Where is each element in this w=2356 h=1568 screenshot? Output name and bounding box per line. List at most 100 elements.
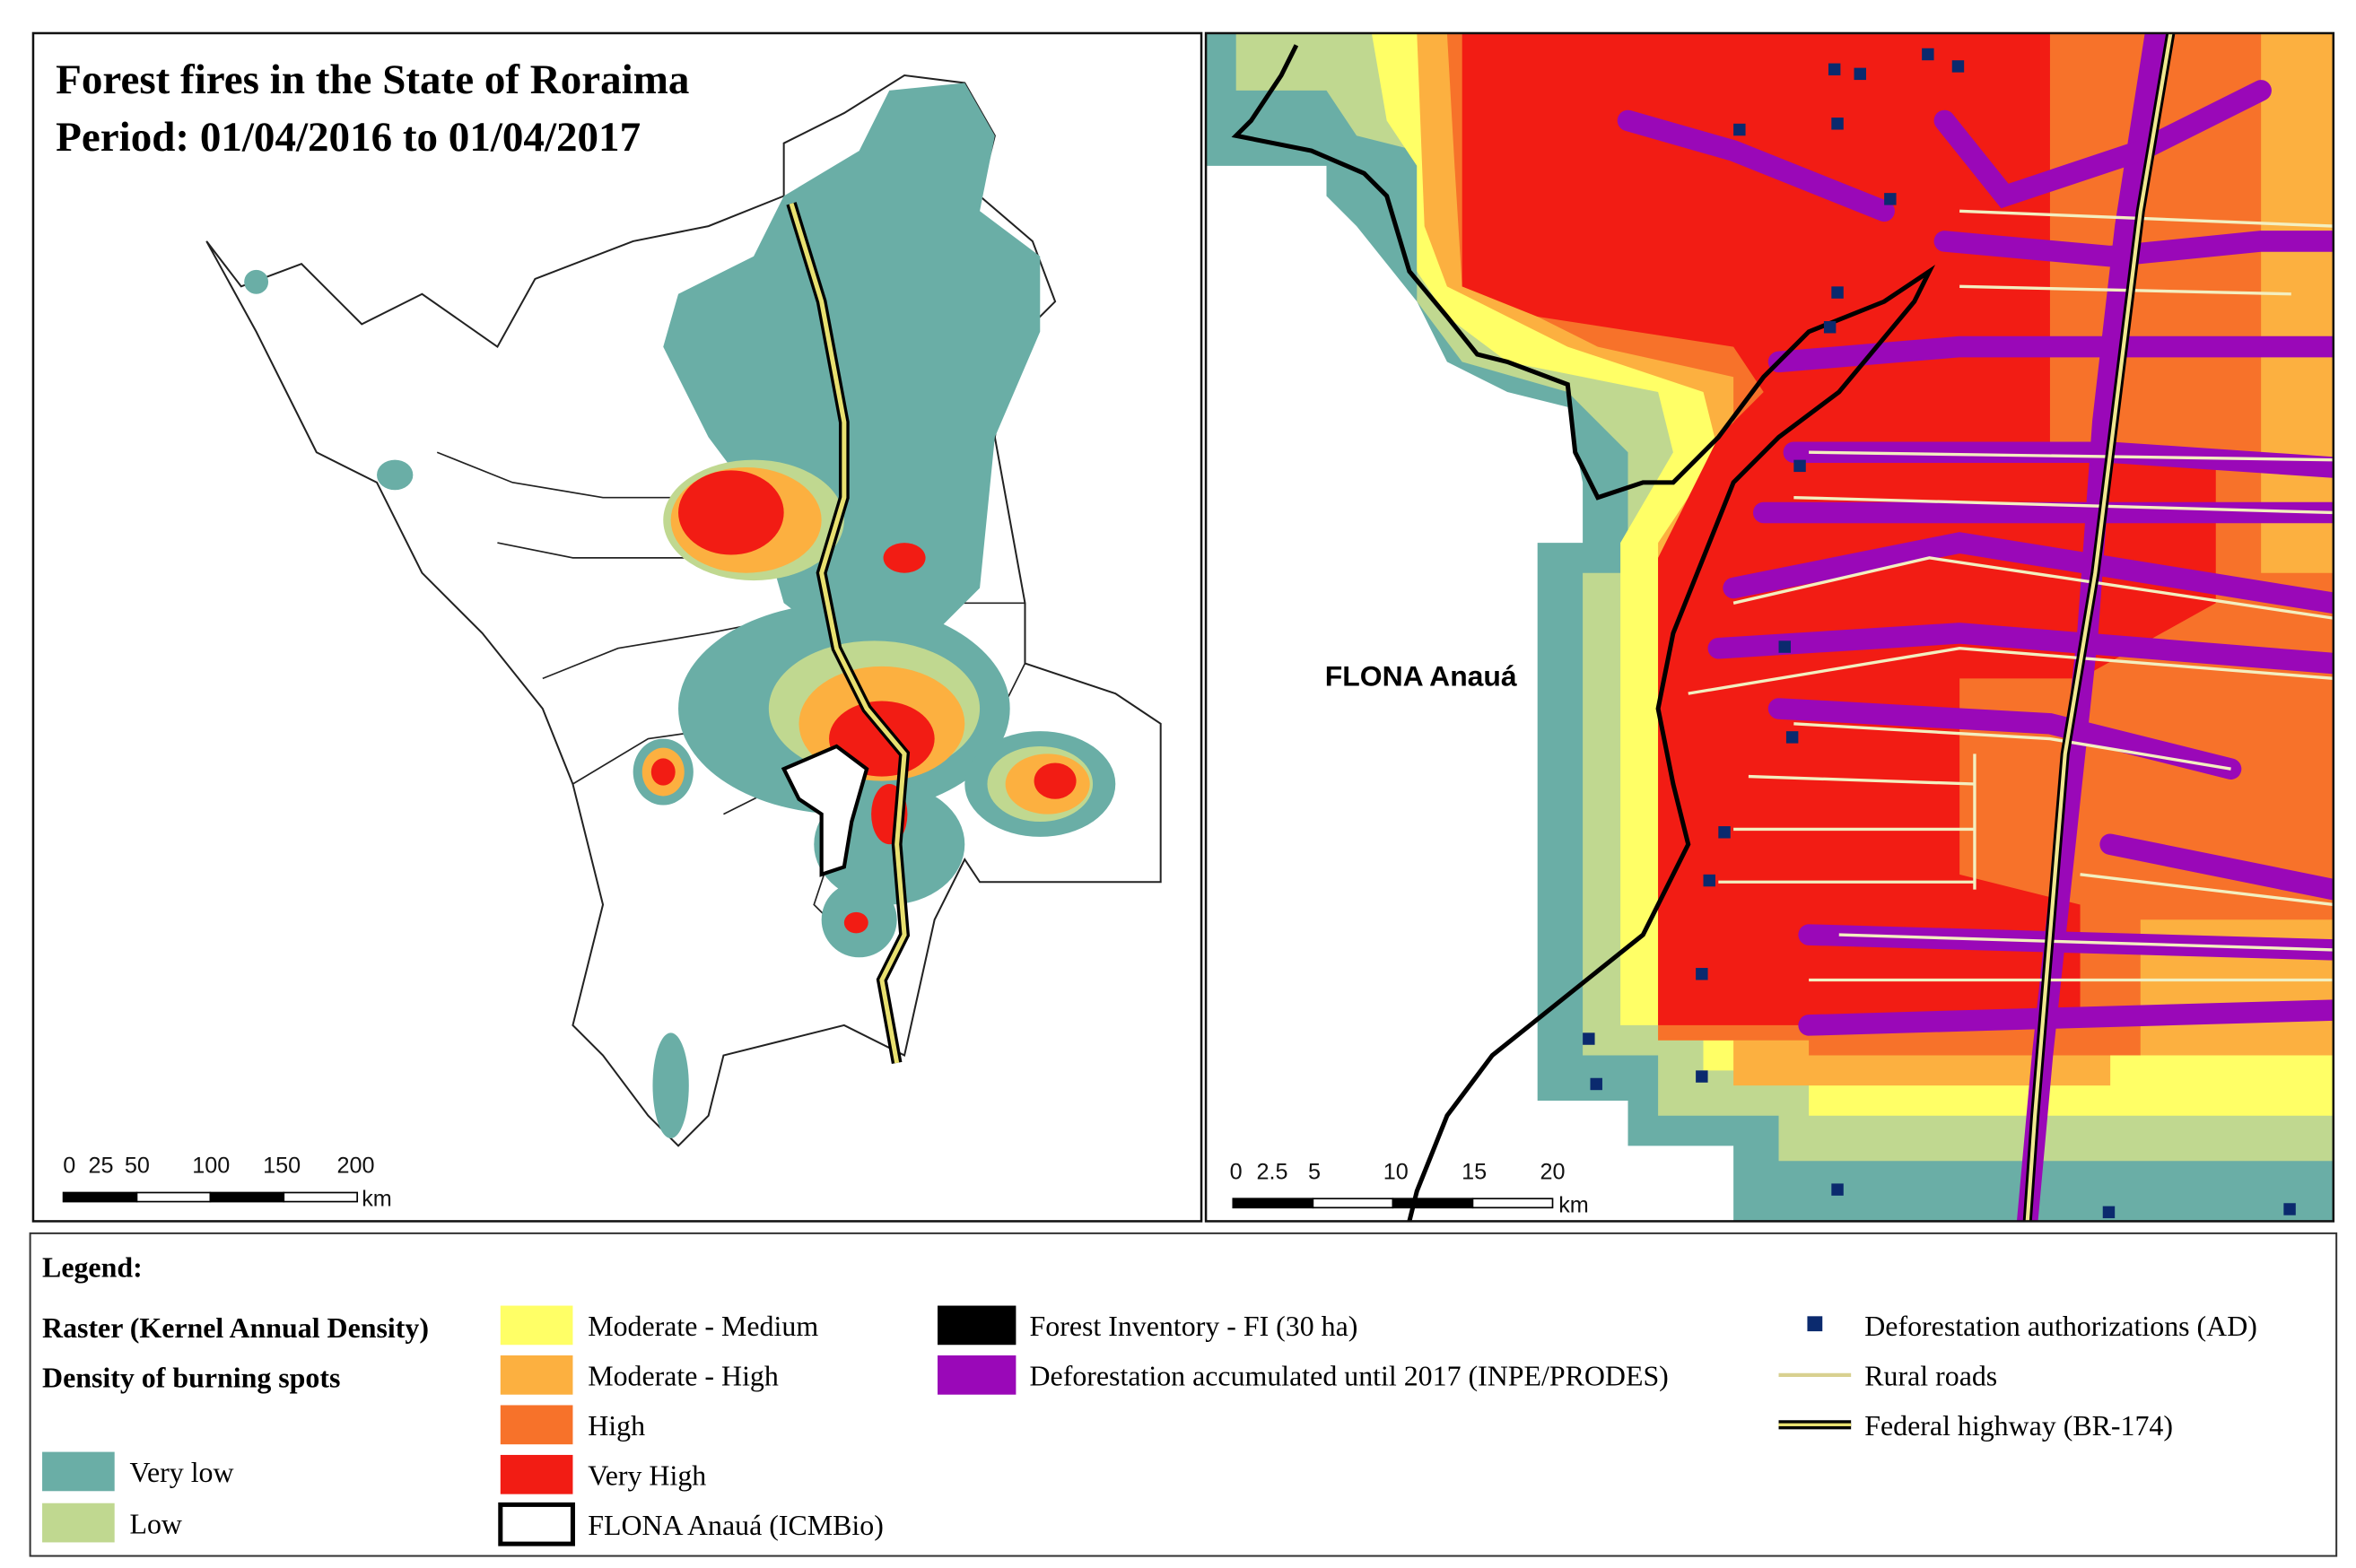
map-shape (1785, 731, 1799, 744)
scale-label: 2.5 (1257, 1159, 1288, 1184)
legend-label: Rural roads (1864, 1361, 1997, 1392)
scale-bar: 0 2.5 5 10 15 20 km (1230, 1159, 1589, 1217)
scale-label: 20 (1540, 1159, 1565, 1184)
right-map: FLONA Anauá 0 2.5 5 10 15 20 km (1206, 32, 2334, 1222)
map-shape (1951, 60, 1965, 73)
legend: Legend: Raster (Kernel Annual Density) D… (29, 1232, 2338, 1557)
map-shape (1723, 532, 2334, 614)
map-shape (883, 543, 926, 573)
map-shape (1696, 968, 1708, 980)
map-shape (1884, 193, 1897, 205)
legend-label: High (588, 1410, 645, 1442)
map-shape (843, 911, 868, 934)
scale-label: 0 (63, 1154, 75, 1179)
map-shape (2102, 1206, 2116, 1219)
scale-unit: km (1558, 1192, 1589, 1217)
scale-label: 25 (89, 1154, 114, 1179)
scale-unit: km (362, 1187, 392, 1212)
scale-label: 5 (1308, 1159, 1321, 1184)
map-shape (938, 1355, 1017, 1395)
highway (789, 203, 907, 1064)
scale-segment (209, 1191, 285, 1203)
map-shape (1828, 63, 1841, 76)
scale-segment (135, 1191, 212, 1203)
map-shape (500, 1454, 573, 1494)
map-shape (1034, 762, 1077, 799)
map-title: Forest fires in the State of Roraima (56, 57, 689, 103)
scale-label: 150 (263, 1154, 301, 1179)
map-shape (2099, 833, 2334, 901)
map-shape (244, 269, 269, 294)
legend-label: Federal highway (BR-174) (1864, 1410, 2173, 1442)
map-shape (650, 758, 676, 786)
map-shape (2283, 1203, 2296, 1215)
map-shape (498, 1502, 575, 1546)
map-shape (1922, 48, 1934, 61)
scale-segment (62, 1191, 138, 1203)
map-shape (1688, 647, 2334, 695)
legend-label: FLONA Anauá (ICMBio) (588, 1510, 884, 1541)
map-shape (938, 1305, 1017, 1346)
deforestation-authorizations (1583, 48, 2296, 1219)
map-shape (29, 1232, 2338, 1557)
map-shape (1718, 826, 1731, 839)
scale-label: 10 (1383, 1159, 1409, 1184)
map-shape (1933, 80, 2272, 209)
legend-label: Low (129, 1508, 181, 1539)
map-shape (1748, 774, 1975, 786)
frame (31, 31, 1203, 1223)
map-shape (1809, 450, 2334, 462)
map-shape (652, 1032, 689, 1138)
map-shape (1933, 231, 2334, 267)
scale-label: 200 (336, 1154, 374, 1179)
map-shape (42, 1451, 115, 1492)
legend-label: Moderate - Medium (588, 1311, 818, 1342)
map-shape (1732, 556, 2334, 620)
map-shape (2080, 873, 2334, 907)
scale-segment (1471, 1198, 1554, 1209)
map-shape (1707, 623, 2334, 675)
map-shape (1807, 1316, 1823, 1332)
map-shape (1959, 284, 2291, 296)
legend-label: Forest Inventory - FI (30 ha) (1030, 1311, 1358, 1342)
map-shape (1793, 459, 1806, 473)
scale-label: 0 (1230, 1159, 1243, 1184)
map-shape (1798, 999, 2334, 1036)
legend-heading: Density of burning spots (42, 1362, 340, 1393)
map-shape (1767, 698, 2242, 780)
scale-label: 100 (192, 1154, 230, 1179)
map-shape (500, 1355, 573, 1395)
legend-heading: Raster (Kernel Annual Density) (42, 1312, 429, 1344)
scale-segment (283, 1191, 359, 1203)
legend-label: Very High (588, 1460, 706, 1492)
map-shape (1831, 118, 1844, 130)
map-shape (1733, 123, 1746, 136)
legend-label: Very low (129, 1457, 233, 1488)
frame (1204, 31, 2335, 1223)
scale-segment (1232, 1198, 1314, 1209)
map-shape (1696, 1070, 1708, 1083)
legend-label: Deforestation accumulated until 2017 (IN… (1030, 1361, 1669, 1392)
map-shape (1703, 874, 1715, 887)
scale-segment (1312, 1198, 1394, 1209)
map-shape (42, 1503, 115, 1543)
map-subtitle: Period: 01/04/2016 to 01/04/2017 (56, 114, 641, 161)
map-shape (500, 1305, 573, 1346)
map-shape (1793, 495, 2334, 515)
rural-roads (1688, 209, 2334, 982)
map-shape (1793, 722, 2231, 771)
highway (2025, 32, 2173, 1222)
map-shape (1823, 321, 1837, 334)
map-shape (377, 459, 414, 491)
map-shape (500, 1405, 573, 1445)
flona-outline (781, 744, 869, 877)
legend-label: Deforestation authorizations (AD) (1864, 1311, 2257, 1342)
map-shape (1778, 640, 1791, 653)
map-shape (1590, 1077, 1602, 1091)
density-very-high (1462, 32, 2216, 1025)
scale-segment (1392, 1198, 1474, 1209)
map-shape (678, 470, 784, 555)
scale-label: 15 (1462, 1159, 1487, 1184)
